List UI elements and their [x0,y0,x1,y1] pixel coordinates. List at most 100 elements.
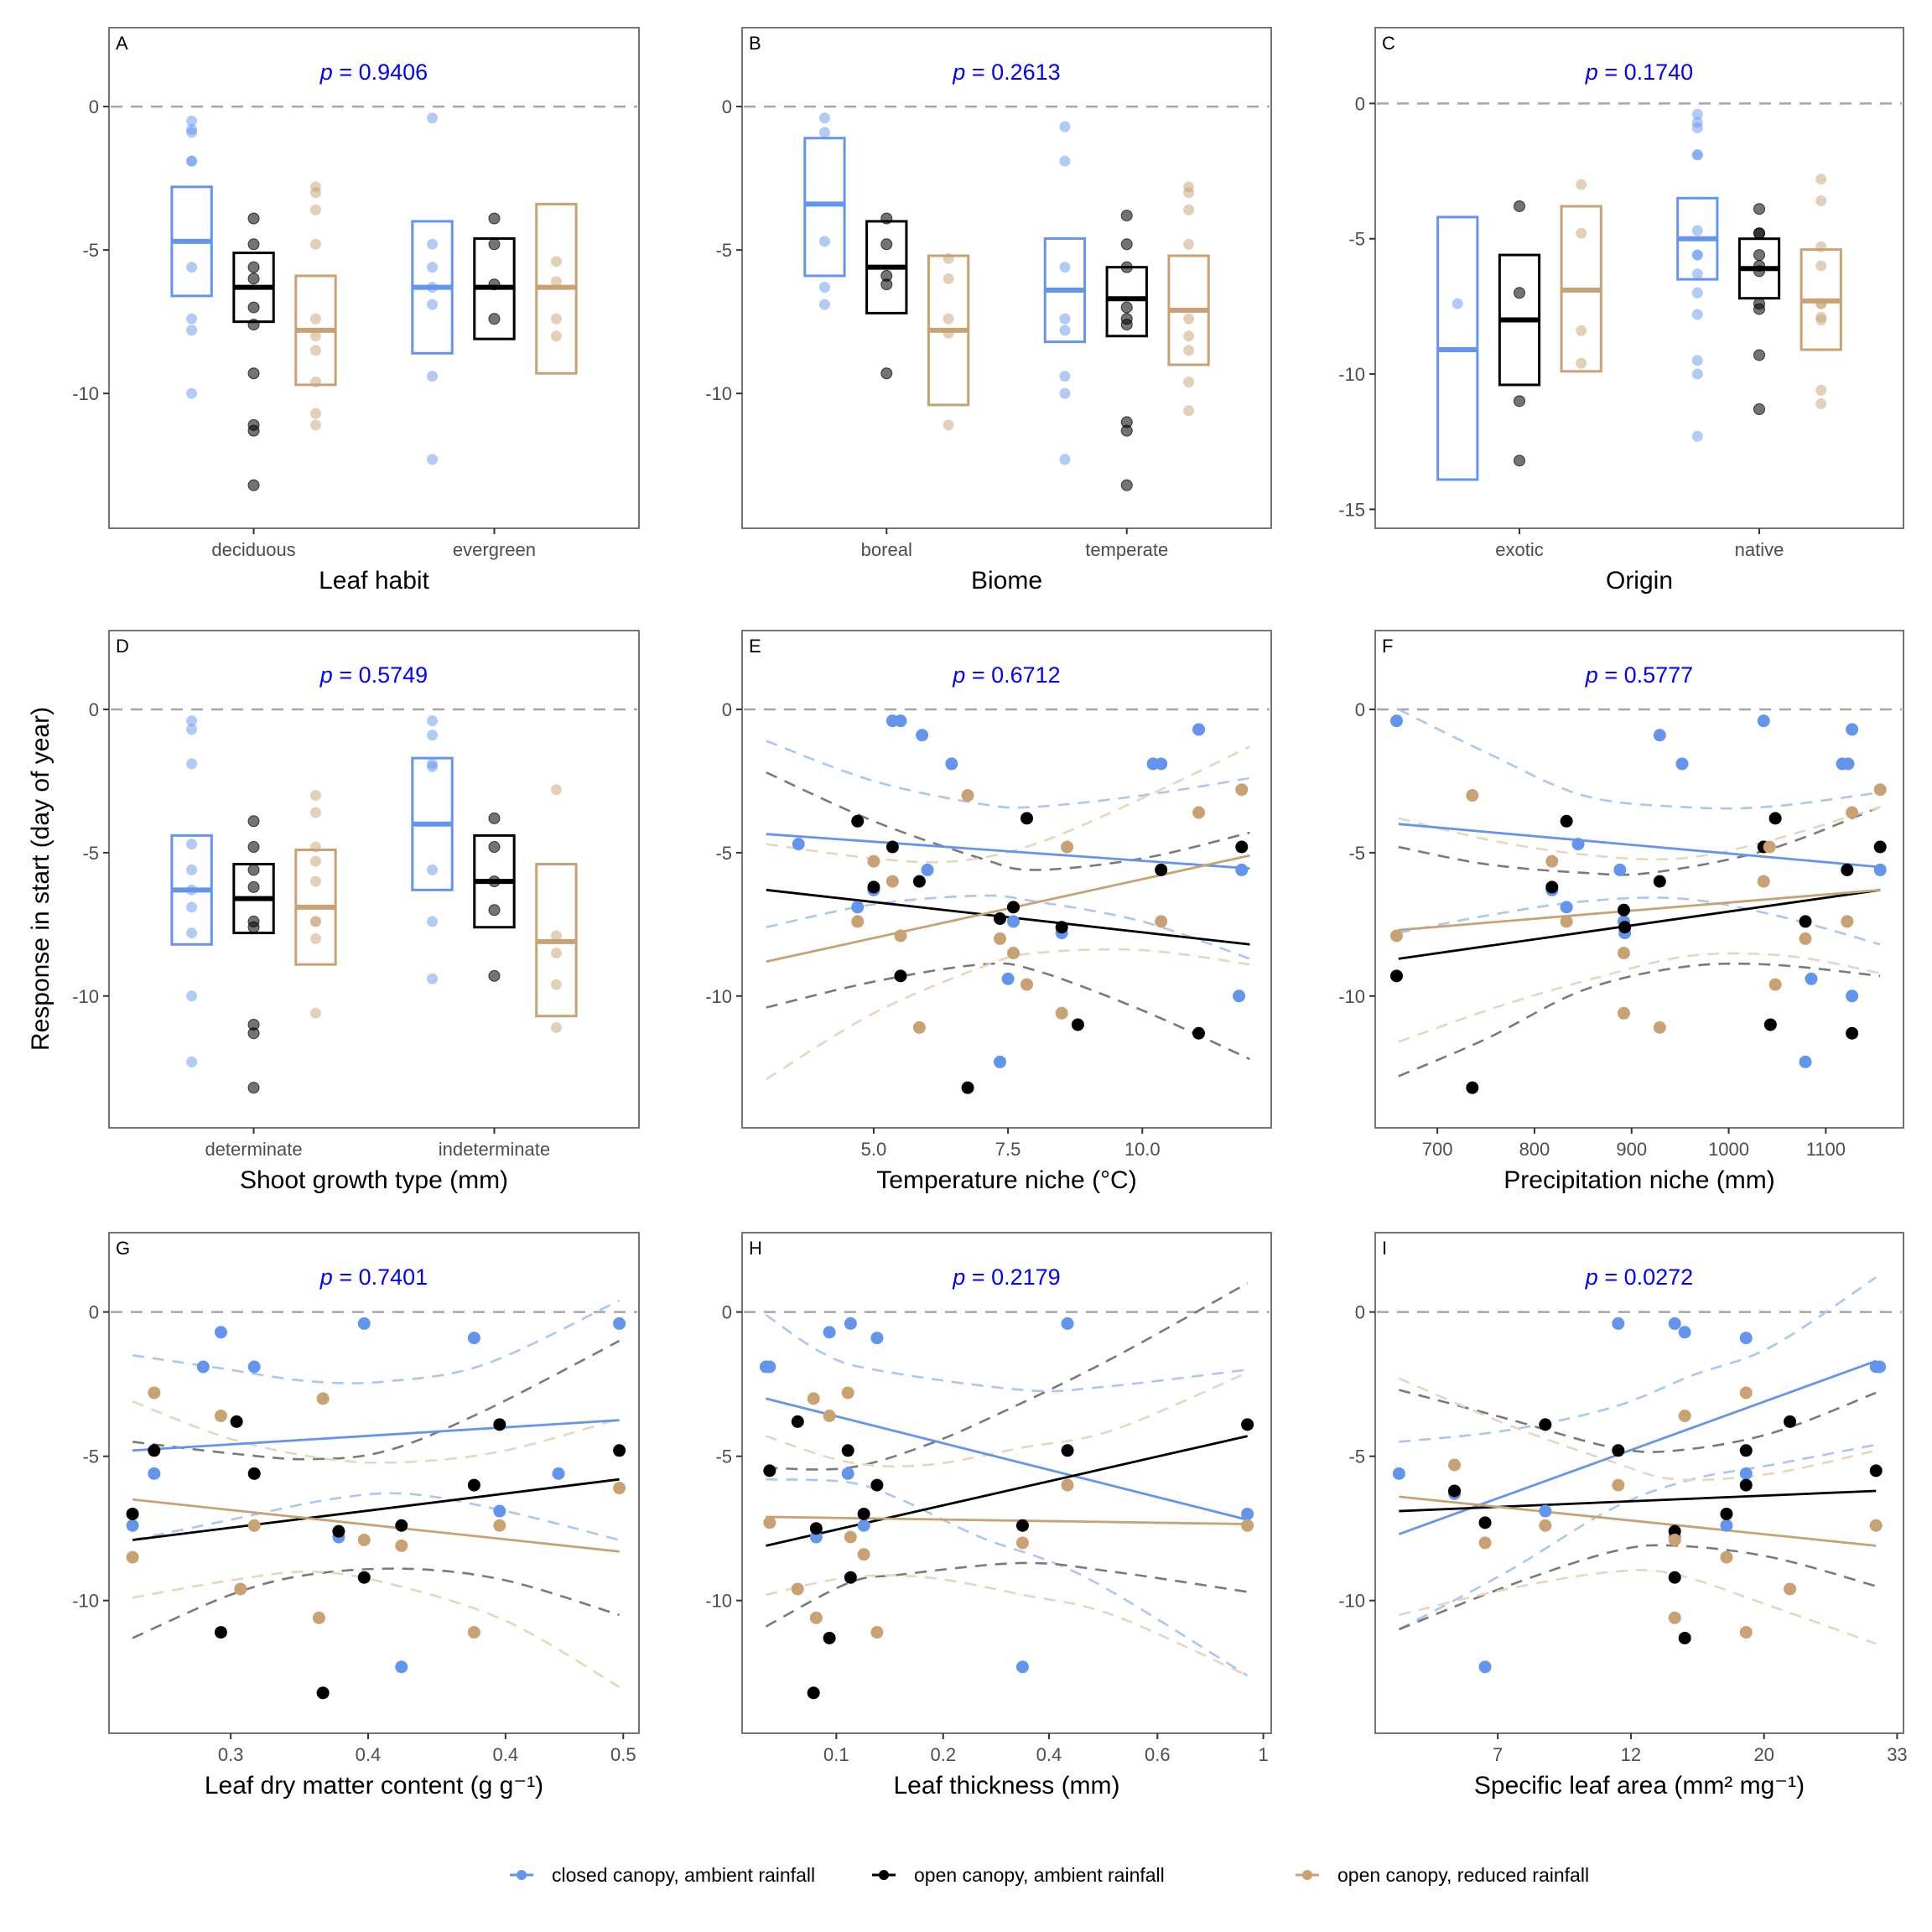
data-point-open-ambient [247,841,260,854]
data-point-open-ambient [332,1524,345,1538]
data-point-open-reduced [841,1386,854,1400]
y-tick-label: -5 [82,843,99,864]
data-point-closed-ambient [1452,298,1463,309]
data-point-open-ambient [880,367,893,380]
data-point-closed-ambient [126,1519,139,1532]
data-point-open-ambient [1668,1524,1681,1538]
panel-tag: G [116,1238,130,1259]
data-point-open-reduced [943,419,954,431]
data-point-closed-ambient [1571,838,1585,851]
data-point-open-reduced [1183,238,1195,250]
y-tick-label: 0 [89,1302,99,1323]
data-point-open-reduced [148,1386,161,1400]
data-point-closed-ambient [1739,1332,1753,1345]
data-point-open-reduced [1799,932,1812,945]
p-value-label: p = 0.0272 [1585,1265,1693,1290]
data-point-open-ambient [1120,301,1133,314]
data-point-open-reduced [1873,783,1887,797]
data-point-open-reduced [1021,978,1034,991]
data-point-open-reduced [1720,1550,1733,1564]
x-axis-title: Leaf habit [319,567,429,595]
data-point-closed-ambient [1059,454,1071,465]
data-point-open-reduced [613,1482,626,1495]
data-point-closed-ambient [1155,757,1168,771]
panel-tag: A [116,33,128,54]
data-point-open-ambient [791,1415,804,1428]
data-point-open-reduced [309,204,321,216]
fit-line-open-reduced [1399,1495,1877,1547]
data-point-closed-ambient [493,1504,506,1518]
data-point-open-ambient [247,301,260,314]
data-point-open-reduced [357,1533,371,1546]
data-point-open-ambient [488,278,501,291]
data-point-open-reduced [309,841,321,853]
data-point-open-reduced [1155,915,1168,928]
data-point-open-ambient [1753,227,1766,240]
y-tick-label: -10 [72,986,99,1007]
p-value-label: p = 0.7401 [319,1265,428,1290]
ci-lower-open-reduced [132,1571,621,1689]
data-point-closed-ambient [1233,989,1246,1003]
x-tick-label: 20 [1753,1744,1774,1765]
data-point-open-reduced [870,1626,884,1639]
data-point-open-reduced [1576,179,1587,190]
data-point-open-reduced [550,276,562,288]
data-point-closed-ambient [1739,1467,1753,1480]
data-point-open-reduced [1784,1582,1797,1596]
x-tick-label: 0.4 [493,1744,519,1765]
data-point-open-reduced [309,419,321,431]
y-tick-label: -5 [715,843,732,864]
panel-f: F 0 -5 -10 p = 0.5777 Precipitation niche (mm… [1338,630,1904,1194]
y-tick-label: 0 [89,96,99,117]
data-point-closed-ambient [186,758,198,770]
ci-upper-open-ambient [132,1339,621,1461]
data-point-open-reduced [844,1530,857,1544]
data-point-open-reduced [550,784,562,796]
data-point-open-reduced [1183,330,1195,342]
data-point-closed-ambient [857,1519,870,1532]
y-tick-label: -5 [1348,229,1365,250]
fit-line-open-ambient [132,1478,620,1541]
data-point-open-reduced [309,916,321,927]
x-axis-title: Precipitation niche (mm) [1504,1166,1774,1194]
data-point-closed-ambient [1015,1660,1029,1674]
data-point-closed-ambient [186,115,198,127]
data-point-open-reduced [309,330,321,342]
data-point-open-ambient [1753,349,1766,361]
data-point-closed-ambient [1691,355,1703,366]
ci-upper-open-ambient [1399,1389,1877,1453]
data-point-closed-ambient [186,325,198,336]
data-point-open-reduced [1815,174,1827,185]
data-point-open-reduced [1617,947,1630,960]
data-point-open-reduced [234,1582,247,1596]
data-point-open-ambient [880,278,893,291]
ci-lower-open-reduced [766,1574,1249,1677]
data-point-open-ambient [230,1415,243,1428]
data-point-open-reduced [493,1519,506,1532]
data-point-closed-ambient [186,262,198,273]
data-point-open-ambient [1120,210,1133,222]
data-point-closed-ambient [1691,122,1703,133]
fit-line-closed-ambient [766,1397,1248,1521]
data-point-closed-ambient [1389,714,1403,728]
legend-key-point [879,1870,889,1880]
data-point-closed-ambient [1757,714,1770,728]
data-point-open-reduced [943,252,954,264]
x-tick-label: 800 [1519,1139,1550,1160]
data-point-open-reduced [1576,357,1587,369]
data-point-open-reduced [1768,978,1782,991]
ci-upper-closed-ambient [1398,708,1881,810]
panel-tag: B [749,33,761,54]
data-point-open-ambient [467,1478,480,1492]
x-axis-title: Shoot growth type (mm) [240,1166,508,1194]
data-point-open-ambient [1545,880,1559,894]
data-point-open-ambient [488,212,501,225]
x-tick-label: boreal [861,539,912,560]
data-point-closed-ambient [818,112,830,124]
data-point-closed-ambient [1691,309,1703,320]
y-tick-label: 0 [89,699,99,720]
data-point-closed-ambient [427,730,439,741]
plot-frame [108,630,640,1129]
plot-frame [1374,27,1904,529]
panel-tag: D [116,636,129,657]
